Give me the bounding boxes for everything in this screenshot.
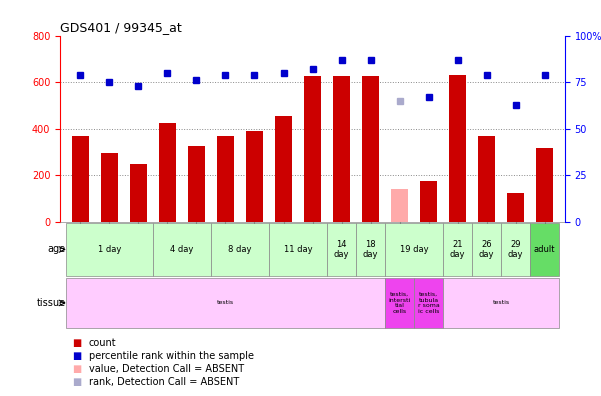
Bar bbox=[443, 278, 559, 327]
Bar bbox=[385, 278, 414, 327]
Text: 4 day: 4 day bbox=[170, 245, 194, 254]
Bar bbox=[501, 223, 530, 276]
Bar bbox=[472, 223, 501, 276]
Text: 11 day: 11 day bbox=[284, 245, 313, 254]
Bar bbox=[66, 223, 153, 276]
Text: age: age bbox=[47, 244, 66, 255]
Text: ■: ■ bbox=[72, 377, 81, 387]
Bar bbox=[414, 278, 443, 327]
Text: ■: ■ bbox=[72, 350, 81, 361]
Bar bbox=[304, 76, 321, 222]
Text: 19 day: 19 day bbox=[400, 245, 429, 254]
Text: 29
day: 29 day bbox=[508, 240, 523, 259]
Bar bbox=[443, 223, 472, 276]
Bar bbox=[159, 123, 176, 222]
Text: testis: testis bbox=[217, 301, 234, 305]
Bar bbox=[188, 146, 205, 222]
Bar bbox=[362, 76, 379, 222]
Bar bbox=[530, 223, 559, 276]
Text: 14
day: 14 day bbox=[334, 240, 349, 259]
Text: testis,
intersti
tial
cells: testis, intersti tial cells bbox=[388, 292, 410, 314]
Text: 26
day: 26 day bbox=[479, 240, 495, 259]
Text: 21
day: 21 day bbox=[450, 240, 465, 259]
Bar bbox=[217, 136, 234, 222]
Bar bbox=[130, 164, 147, 222]
Bar bbox=[153, 223, 211, 276]
Bar bbox=[478, 136, 495, 222]
Bar bbox=[507, 193, 524, 222]
Bar bbox=[356, 223, 385, 276]
Bar bbox=[269, 223, 327, 276]
Text: ■: ■ bbox=[72, 364, 81, 374]
Text: count: count bbox=[89, 337, 117, 348]
Text: adult: adult bbox=[534, 245, 555, 254]
Text: 8 day: 8 day bbox=[228, 245, 252, 254]
Bar bbox=[211, 223, 269, 276]
Text: GDS401 / 99345_at: GDS401 / 99345_at bbox=[60, 21, 182, 34]
Bar bbox=[66, 278, 385, 327]
Bar bbox=[385, 223, 443, 276]
Text: testis: testis bbox=[493, 301, 510, 305]
Text: value, Detection Call = ABSENT: value, Detection Call = ABSENT bbox=[89, 364, 244, 374]
Bar bbox=[449, 75, 466, 222]
Bar bbox=[72, 136, 89, 222]
Text: percentile rank within the sample: percentile rank within the sample bbox=[89, 350, 254, 361]
Text: 18
day: 18 day bbox=[363, 240, 378, 259]
Text: 1 day: 1 day bbox=[98, 245, 121, 254]
Bar bbox=[101, 153, 118, 222]
Bar bbox=[327, 223, 356, 276]
Bar bbox=[275, 116, 292, 222]
Bar bbox=[391, 189, 408, 222]
Text: tissue: tissue bbox=[37, 298, 66, 308]
Bar bbox=[246, 131, 263, 222]
Text: testis,
tubula
r soma
ic cells: testis, tubula r soma ic cells bbox=[418, 292, 439, 314]
Text: ■: ■ bbox=[72, 337, 81, 348]
Bar bbox=[333, 76, 350, 222]
Bar bbox=[536, 148, 554, 222]
Text: rank, Detection Call = ABSENT: rank, Detection Call = ABSENT bbox=[89, 377, 239, 387]
Bar bbox=[420, 181, 438, 222]
